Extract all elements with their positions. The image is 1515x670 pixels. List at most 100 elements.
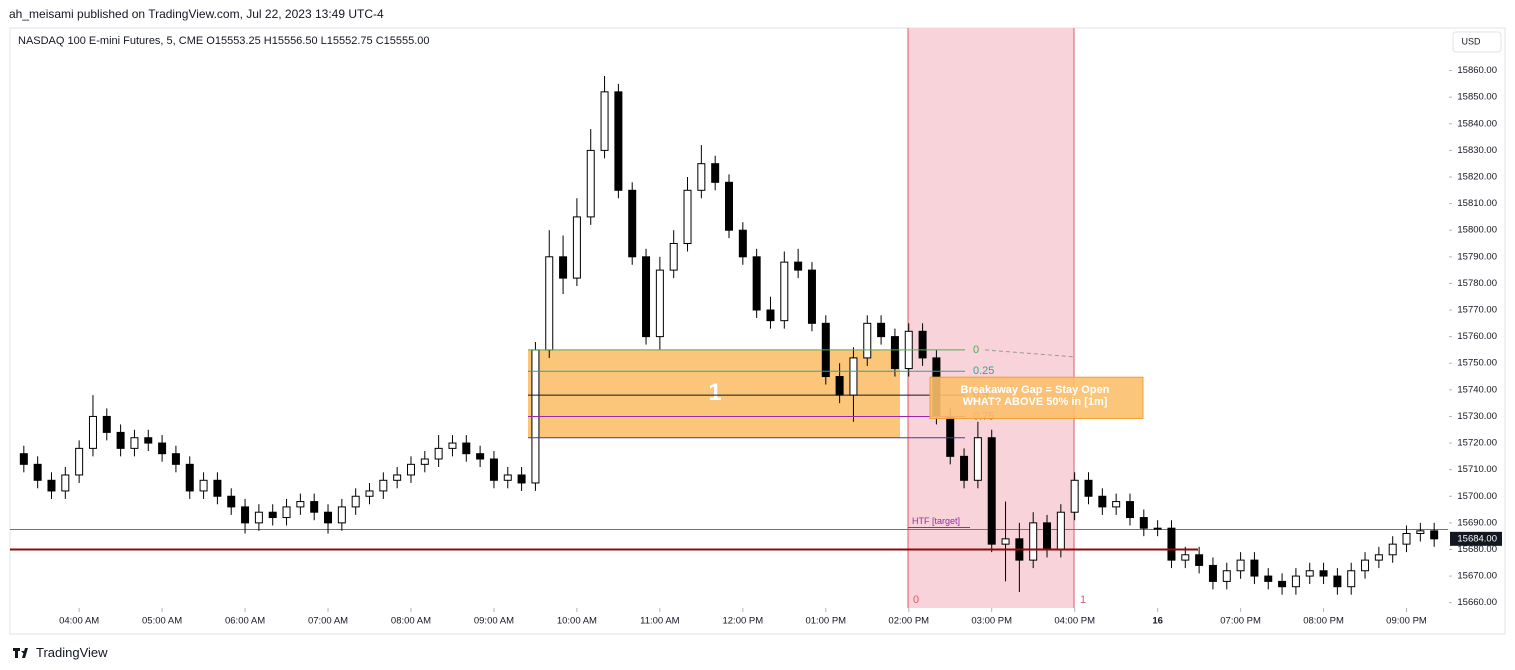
publisher: ah_meisami published on TradingView.com,… <box>9 7 384 21</box>
y-tick-label: 15720.00 <box>1457 438 1497 449</box>
logo <box>13 647 28 658</box>
candle-body <box>1430 530 1439 540</box>
candle-body <box>1043 522 1052 550</box>
candle-body <box>1222 570 1231 582</box>
candle-body <box>393 474 402 481</box>
candle-body <box>559 256 568 279</box>
candle-body <box>296 501 305 508</box>
candle-body <box>406 463 415 476</box>
candle-body <box>503 474 512 481</box>
candle-body <box>1319 570 1328 577</box>
candle-body <box>130 437 139 449</box>
candle-body <box>227 495 236 508</box>
candle-body <box>310 501 319 513</box>
candle-body <box>725 181 733 231</box>
candle-body <box>1361 559 1370 572</box>
candle-body <box>171 453 180 465</box>
y-tick-label: 15800.00 <box>1457 225 1497 236</box>
candle-body <box>1250 559 1259 577</box>
candle-body <box>19 453 28 465</box>
candle-body <box>420 458 429 465</box>
y-tick-label: 15680.00 <box>1457 544 1497 555</box>
candle-body <box>158 442 167 455</box>
frame <box>9 27 1506 635</box>
candle-body <box>1029 522 1038 561</box>
candle-body <box>1208 564 1217 582</box>
fib-label: 0.25 <box>973 365 994 377</box>
candle-body <box>572 216 581 279</box>
candle-body <box>973 437 982 481</box>
candle-body <box>877 322 886 338</box>
x-tick-label: 08:00 PM <box>1303 616 1344 627</box>
candle-body <box>462 442 471 455</box>
fib-label: 0 <box>973 344 979 356</box>
candle-body <box>1416 530 1425 535</box>
candle-body <box>1388 543 1397 556</box>
candle-body <box>61 474 70 492</box>
x-tick-label: 04:00 AM <box>59 616 99 627</box>
footer: TradingView <box>12 645 108 660</box>
candle-body <box>780 261 789 322</box>
session-start-label: 0 <box>913 594 919 606</box>
x-tick-label: 16 <box>1152 616 1163 627</box>
candle-body <box>1153 527 1162 530</box>
x-tick-label: 05:00 AM <box>142 616 182 627</box>
candle-body <box>946 415 955 457</box>
y-tick-label: 15670.00 <box>1457 571 1497 582</box>
candle-body <box>890 336 899 370</box>
currency: USD <box>1461 36 1481 46</box>
y-tick-label: 15660.00 <box>1457 597 1497 608</box>
candle-body <box>545 256 554 351</box>
candle-body <box>102 415 111 433</box>
candle-body <box>1236 559 1245 572</box>
y-tick-label: 15830.00 <box>1457 145 1497 156</box>
candle-body <box>1291 575 1300 588</box>
x-tick-label: 10:00 AM <box>557 616 597 627</box>
candle-body <box>1374 554 1383 561</box>
x-tick-label: 08:00 AM <box>391 616 431 627</box>
y-tick-label: 15740.00 <box>1457 384 1497 395</box>
candle-body <box>711 163 720 183</box>
candle-body <box>683 189 692 245</box>
y-tick-label: 15790.00 <box>1457 251 1497 262</box>
candle-body <box>987 437 996 545</box>
gap-zone-label: 1 <box>708 379 721 406</box>
brand: TradingView <box>36 645 108 660</box>
candle-body <box>365 490 374 497</box>
note-line: Breakaway Gap = Stay Open <box>961 384 1110 396</box>
candle-body <box>185 463 194 492</box>
candle-body <box>642 256 651 338</box>
candle-body <box>254 511 263 524</box>
currency-button[interactable] <box>1452 31 1502 53</box>
candle-body <box>1167 527 1176 561</box>
candle-body <box>1125 501 1134 519</box>
candle-body <box>1195 554 1204 566</box>
candle-body <box>1333 575 1342 588</box>
y-tick-label: 15700.00 <box>1457 491 1497 502</box>
y-tick-label: 15760.00 <box>1457 331 1497 342</box>
chart: NASDAQ 100 E-mini Futures, 5, CME O15553… <box>9 27 1506 635</box>
candle-body <box>1347 570 1356 588</box>
candle-body <box>586 149 595 218</box>
last-price-box <box>1450 531 1502 546</box>
candle-body <box>1278 580 1287 588</box>
candle-body <box>655 269 664 338</box>
candle-body <box>766 309 775 322</box>
candle-body <box>476 453 485 460</box>
y-tick-label: 15770.00 <box>1457 305 1497 316</box>
candle-body <box>1098 495 1107 508</box>
candle-body <box>379 479 388 492</box>
candle-body <box>268 511 277 519</box>
x-tick-label: 12:00 PM <box>722 616 763 627</box>
y-tick-label: 15750.00 <box>1457 358 1497 369</box>
x-tick-label: 09:00 PM <box>1386 616 1427 627</box>
candle-body <box>517 474 526 484</box>
candle-body <box>199 479 208 492</box>
candle-body <box>213 479 222 497</box>
candle-body <box>1264 575 1273 582</box>
candle-body <box>33 463 42 481</box>
candle-body <box>337 506 346 524</box>
candle-body <box>835 376 844 396</box>
candle-body <box>241 506 250 524</box>
candle-body <box>1001 538 1010 545</box>
